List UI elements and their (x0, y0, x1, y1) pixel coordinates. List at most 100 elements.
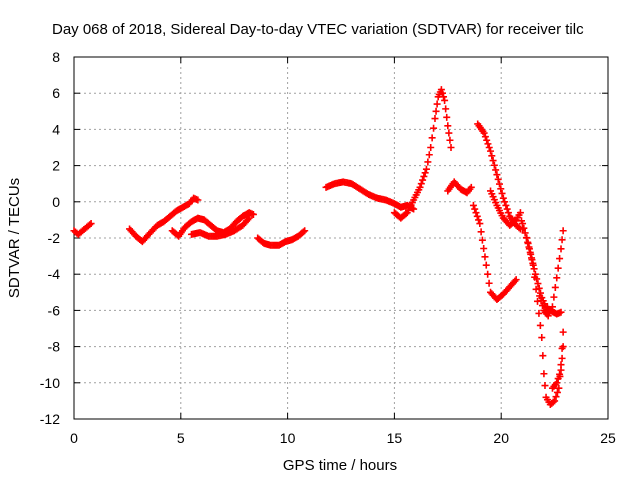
x-tick-label: 25 (600, 430, 616, 446)
data-point (443, 113, 451, 121)
data-point (402, 210, 410, 218)
data-point (244, 216, 252, 224)
y-axis-label: SDTVAR / TECUs (6, 178, 23, 298)
data-point (488, 152, 496, 160)
data-point (484, 270, 492, 278)
data-point (538, 302, 546, 310)
data-point (473, 212, 481, 220)
data-point (519, 220, 527, 228)
data-point (441, 96, 449, 104)
data-point (527, 250, 535, 258)
y-tick-label: 6 (52, 85, 60, 101)
data-point (431, 115, 439, 123)
data-point (482, 261, 490, 269)
data-point (551, 283, 559, 291)
data-point (472, 209, 480, 217)
data-point (299, 228, 307, 236)
y-tick-label: -8 (48, 339, 61, 355)
data-point (437, 86, 445, 94)
data-point (530, 265, 538, 273)
data-point (504, 209, 512, 217)
data-point (534, 297, 542, 305)
data-point (528, 256, 536, 264)
data-point (493, 171, 501, 179)
data-point (425, 151, 433, 159)
data-point (511, 277, 519, 285)
data-point (540, 370, 548, 378)
data-point (520, 224, 528, 232)
data-point (485, 279, 493, 287)
data-point (481, 133, 489, 141)
data-point (416, 183, 424, 191)
data-point (532, 285, 540, 293)
y-axis: -12 -10 -8 -6 -4 -2 0 2 4 6 8 (40, 49, 608, 427)
data-point (539, 352, 547, 360)
data-point (421, 169, 429, 177)
data-point (553, 388, 561, 396)
data-point (531, 273, 539, 281)
data-point (558, 236, 566, 244)
data-point (489, 157, 497, 165)
data-point (497, 185, 505, 193)
data-point (557, 366, 565, 374)
data-point (557, 245, 565, 253)
data-point (481, 253, 489, 261)
data-point (301, 227, 309, 235)
y-tick-label: 8 (52, 49, 60, 65)
data-point (410, 205, 418, 213)
data-point (424, 158, 432, 166)
data-point (549, 398, 557, 406)
data-point (471, 205, 479, 213)
data-point (420, 172, 428, 180)
data-points (70, 86, 567, 409)
data-point (447, 144, 455, 151)
data-point (433, 100, 441, 108)
data-point (438, 89, 446, 97)
data-point (557, 308, 565, 316)
data-point (467, 183, 475, 191)
data-point (524, 239, 532, 247)
data-point (194, 196, 202, 204)
data-point (552, 393, 560, 401)
y-tick-label: -2 (48, 230, 61, 246)
data-point (478, 236, 486, 244)
data-point (512, 276, 520, 284)
data-point (559, 328, 567, 336)
x-tick-label: 0 (70, 430, 78, 446)
x-tick-label: 20 (493, 430, 509, 446)
data-point (558, 354, 566, 362)
y-tick-label: 0 (52, 194, 60, 210)
data-point (87, 220, 95, 228)
data-point (477, 228, 485, 236)
data-point (483, 136, 491, 144)
data-point (499, 194, 507, 202)
data-point (550, 293, 558, 301)
data-point (445, 129, 453, 137)
data-point (476, 220, 484, 228)
y-tick-label: -10 (40, 375, 60, 391)
data-point (553, 274, 561, 282)
data-point (521, 229, 529, 237)
data-point (475, 216, 483, 224)
data-point (249, 210, 257, 218)
x-tick-label: 10 (280, 430, 296, 446)
x-tick-label: 5 (177, 430, 185, 446)
x-tick-label: 15 (387, 430, 403, 446)
data-point (536, 321, 544, 329)
data-point (556, 255, 564, 263)
y-tick-label: 2 (52, 158, 60, 174)
data-point (502, 201, 510, 209)
data-point (427, 144, 435, 151)
data-point (442, 105, 450, 113)
data-point (529, 261, 537, 269)
data-point (538, 334, 546, 342)
data-point (444, 122, 452, 130)
data-point (485, 144, 493, 151)
data-point (559, 343, 567, 351)
data-point (469, 201, 477, 209)
data-point (503, 205, 511, 213)
data-point (422, 165, 430, 173)
y-tick-label: 4 (52, 121, 60, 137)
data-point (501, 198, 509, 206)
